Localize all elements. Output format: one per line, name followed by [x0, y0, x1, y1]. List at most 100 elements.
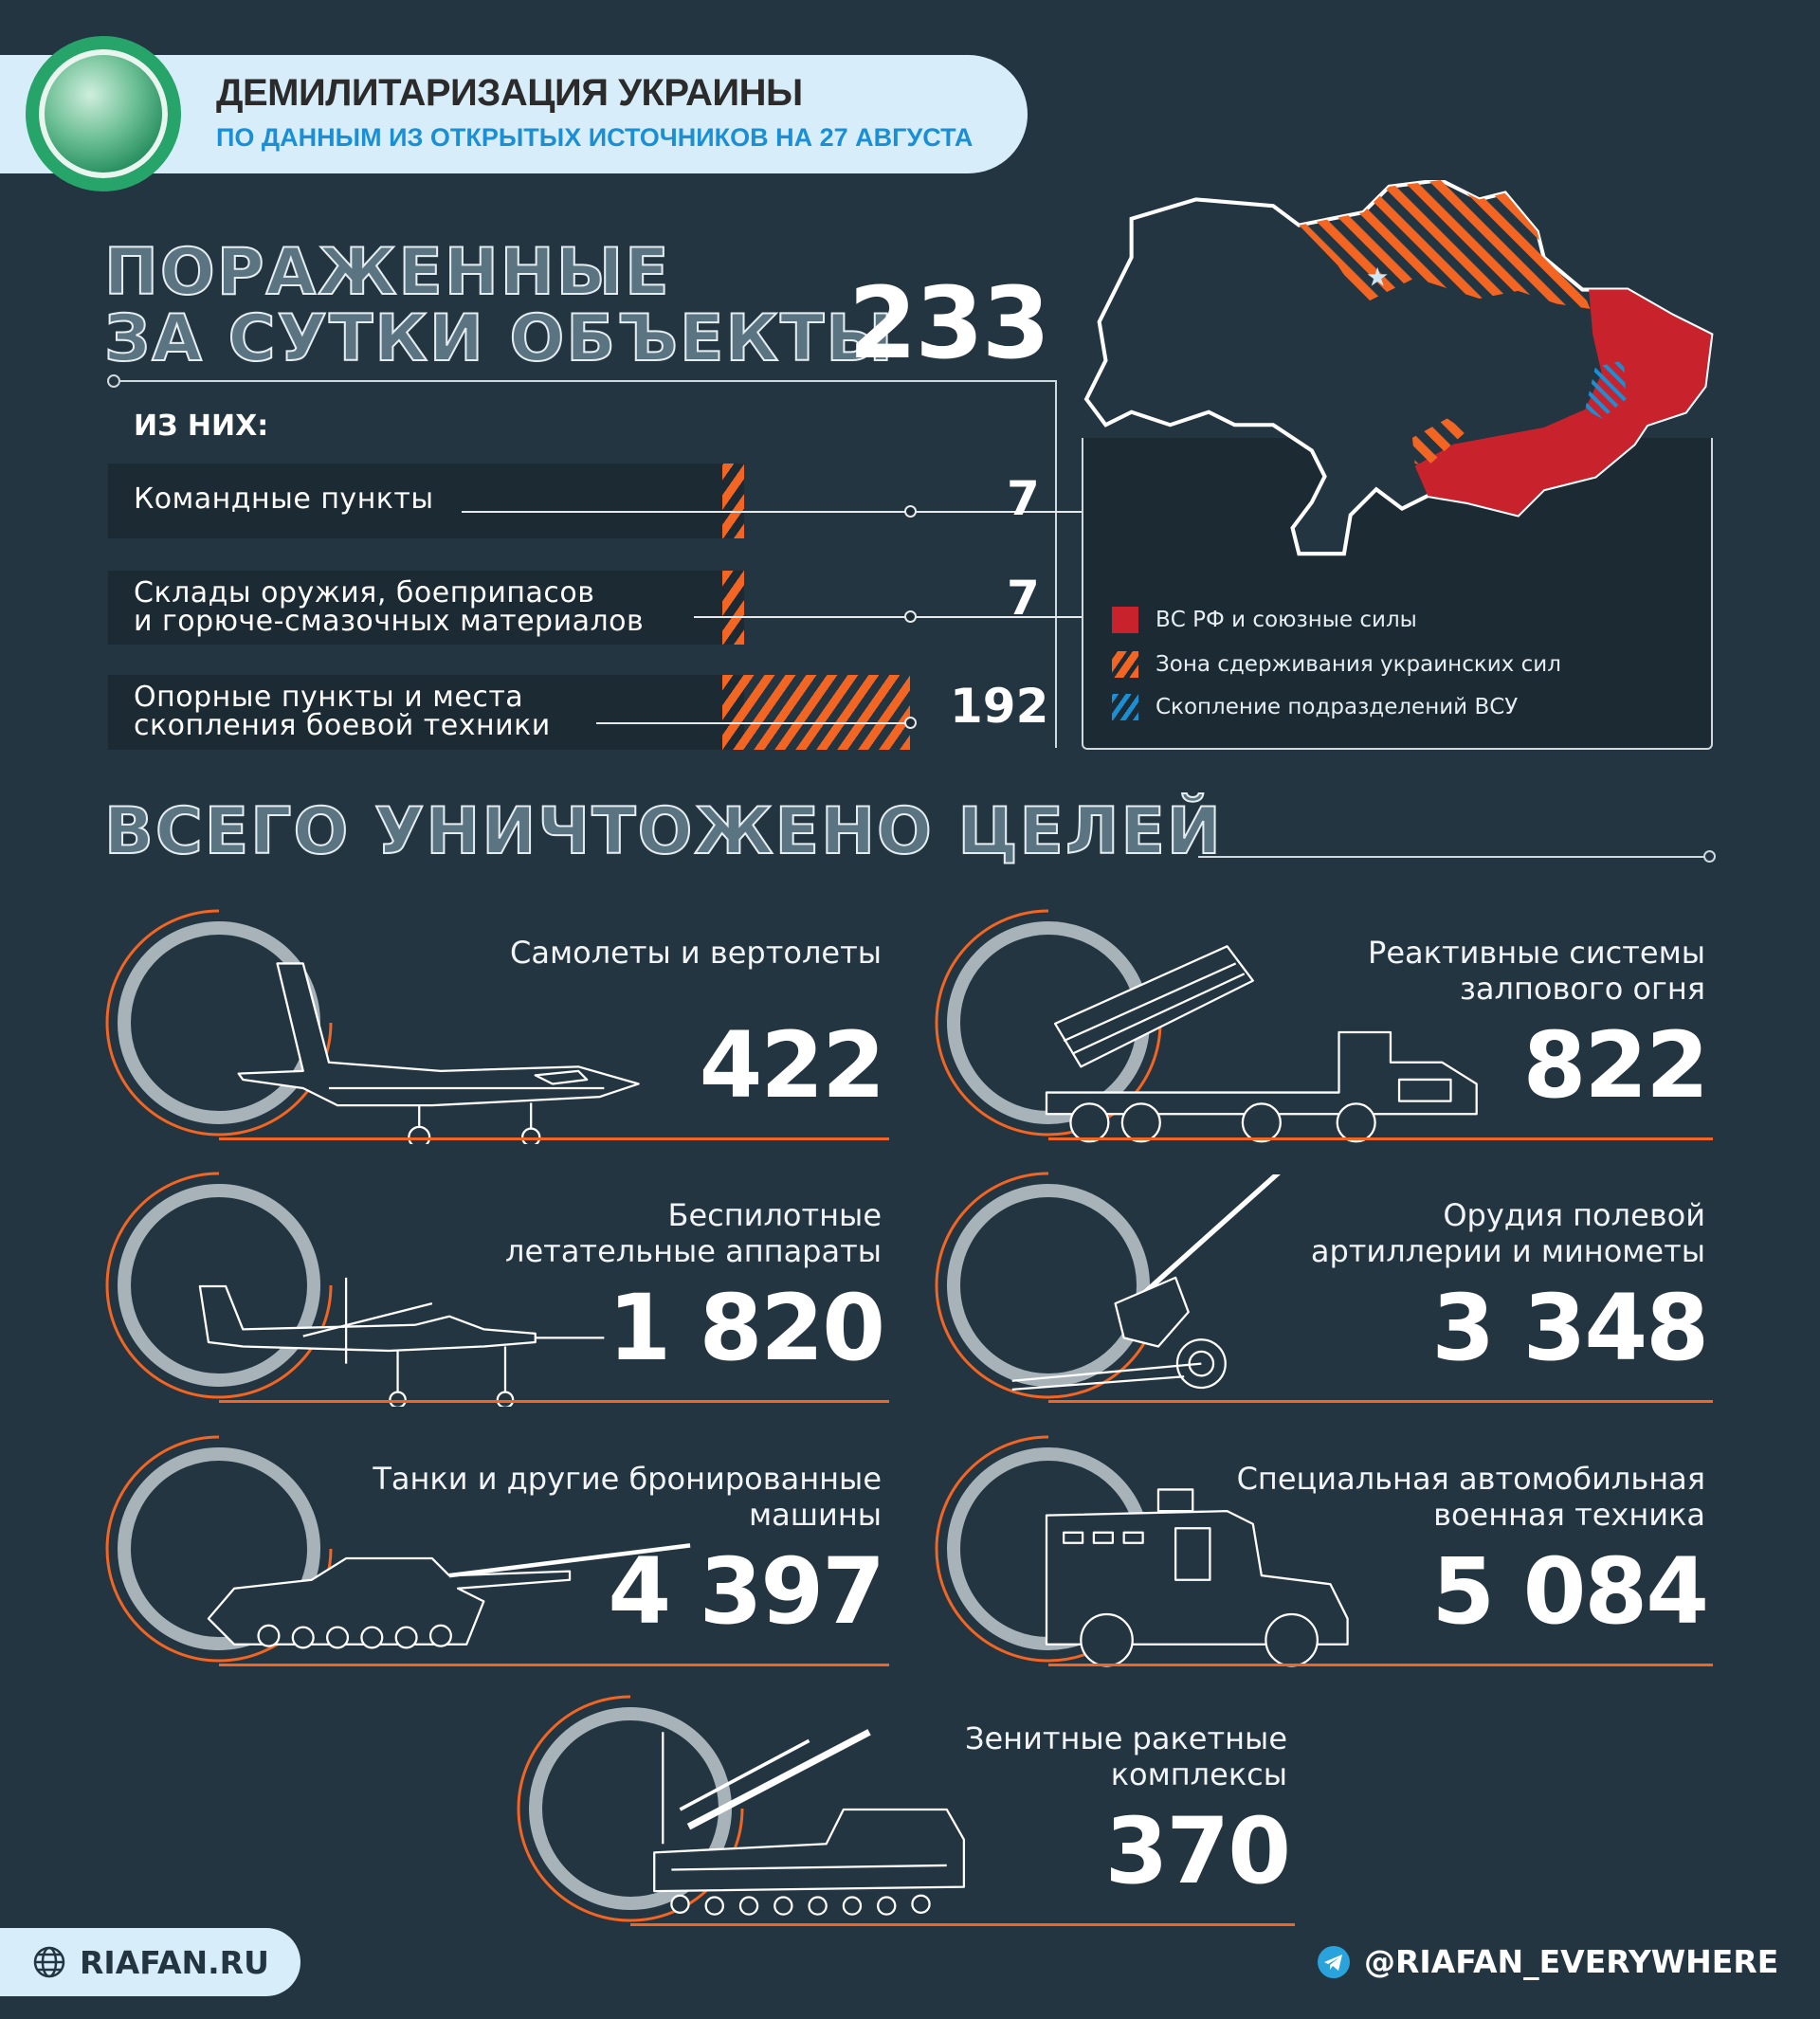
row-label: и горюче-смазочных материалов — [134, 605, 645, 638]
blue-hatch-icon — [1112, 694, 1138, 720]
globe-logo-icon — [26, 36, 181, 191]
category-value: 3 348 — [1431, 1275, 1709, 1381]
page-title: ДЕМИЛИТАРИЗАЦИЯ УКРАИНЫ — [216, 72, 803, 114]
destroyed-category-card: Беспилотные летательные аппараты 1 820 — [105, 1172, 889, 1407]
total-title: ВСЕГО УНИЧТОЖЕНО ЦЕЛЕЙ — [103, 793, 1223, 870]
divider — [1198, 856, 1706, 858]
category-label-line: летательные аппараты — [505, 1233, 882, 1269]
category-label: Реактивные системы залпового огня — [1368, 935, 1705, 1007]
leader-line — [694, 616, 1100, 618]
underline — [1048, 1137, 1713, 1140]
category-label-line: артиллерии и минометы — [1310, 1233, 1705, 1269]
row-bar — [722, 464, 744, 538]
category-label: Самолеты и вертолеты — [510, 935, 882, 971]
leader-line — [462, 511, 1100, 513]
underline — [219, 1664, 889, 1666]
daily-row: Опорные пункты и места скопления боевой … — [108, 675, 1048, 750]
legend-label: Скопление подразделений ВСУ — [1156, 695, 1519, 719]
sam-launcher-icon — [653, 1729, 966, 1916]
telegram-icon — [1318, 1945, 1350, 1978]
daily-row: Склады оружия, боеприпасов и горюче-смаз… — [108, 571, 1100, 645]
row-bar — [722, 675, 910, 750]
divider — [114, 380, 1056, 382]
category-label-line: Танки и другие бронированные — [373, 1461, 882, 1497]
category-label-line: Специальная автомобильная — [1236, 1461, 1705, 1497]
category-value: 4 397 — [608, 1538, 885, 1645]
category-label: Зенитные ракетные комплексы — [965, 1720, 1287, 1792]
row-label: Командные пункты — [134, 482, 434, 516]
red-swatch-icon — [1112, 607, 1138, 633]
row-value: 192 — [950, 679, 1049, 734]
leader-dot — [904, 717, 917, 729]
row-value: 7 — [1007, 571, 1040, 626]
telegram-link[interactable]: @RIAFAN_EVERYWHERE — [1317, 1943, 1778, 1980]
category-label: Орудия полевой артиллерии и минометы — [1311, 1197, 1705, 1269]
map-legend-panel: ВС РФ и союзные силы Зона сдерживания ук… — [1082, 438, 1713, 750]
kyiv-star-icon: ★ — [1366, 263, 1389, 292]
category-value: 422 — [699, 1012, 885, 1119]
category-label-line: Орудия полевой — [1443, 1197, 1705, 1233]
underline — [1048, 1400, 1713, 1403]
ukraine-map: ★ — [1083, 180, 1714, 556]
drone-icon — [198, 1277, 605, 1407]
category-value: 370 — [1104, 1798, 1291, 1904]
category-value: 1 820 — [608, 1275, 885, 1381]
category-label-line: комплексы — [1110, 1756, 1287, 1792]
tank-icon — [207, 1543, 691, 1649]
daily-row: Командные пункты 7 — [108, 464, 1100, 538]
legend-item: Скопление подразделений ВСУ — [1112, 694, 1518, 720]
destroyed-category-card: Реактивные системы залпового огня 822 — [935, 909, 1713, 1144]
leader-dot — [904, 610, 917, 623]
site-link[interactable]: RIAFAN.RU — [0, 1928, 300, 1996]
globe-icon — [33, 1946, 65, 1978]
site-label: RIAFAN.RU — [80, 1943, 269, 1981]
category-label-line: залпового огня — [1459, 971, 1705, 1007]
daily-total: 233 — [848, 265, 1050, 381]
row-value: 7 — [1007, 471, 1040, 526]
category-label-line: Самолеты и вертолеты — [510, 935, 882, 971]
category-label: Специальная автомобильная военная техника — [1237, 1461, 1705, 1533]
category-label: Танки и другие бронированные машины — [373, 1461, 882, 1533]
divider-dot — [1703, 850, 1716, 863]
category-label-line: военная техника — [1433, 1497, 1705, 1533]
underline — [219, 1400, 889, 1403]
telegram-label: @RIAFAN_EVERYWHERE — [1364, 1943, 1779, 1980]
destroyed-category-card: Танки и другие бронированные машины 4 397 — [105, 1435, 889, 1670]
leader-line — [596, 722, 909, 724]
category-label: Беспилотные летательные аппараты — [505, 1197, 882, 1269]
daily-title-line1: ПОРАЖЕННЫЕ — [103, 234, 671, 311]
howitzer-icon — [1011, 1174, 1281, 1391]
legend-item: ВС РФ и союзные силы — [1112, 607, 1417, 633]
destroyed-category-card: Специальная автомобильная военная техника… — [935, 1435, 1713, 1670]
category-label-line: Зенитные ракетные — [964, 1720, 1287, 1756]
zone-russian-forces — [1414, 289, 1712, 516]
leader-dot — [904, 505, 917, 518]
mlrs-icon — [1045, 945, 1478, 1143]
underline — [630, 1923, 1295, 1926]
daily-title-line2: ЗА СУТКИ ОБЪЕКТЫ — [103, 300, 895, 377]
page-subtitle: ПО ДАННЫМ ИЗ ОТКРЫТЫХ ИСТОЧНИКОВ НА 27 А… — [216, 123, 974, 152]
destroyed-category-card: Зенитные ракетные комплексы 370 — [517, 1695, 1295, 1930]
category-value: 822 — [1522, 1012, 1709, 1119]
underline — [219, 1137, 889, 1140]
category-value: 5 084 — [1431, 1538, 1709, 1645]
row-label: Опорные пункты и места — [134, 681, 524, 714]
destroyed-category-card: Орудия полевой артиллерии и минометы 3 34… — [935, 1172, 1713, 1407]
row-bar — [722, 571, 744, 645]
divider — [1055, 380, 1057, 748]
legend-label: ВС РФ и союзные силы — [1156, 608, 1417, 632]
underline — [1048, 1664, 1713, 1666]
row-label: Склады оружия, боеприпасов — [134, 576, 595, 609]
row-label: скопления боевой техники — [134, 709, 551, 742]
of-them-label: ИЗ НИХ: — [134, 409, 269, 443]
orange-hatch-icon — [1112, 651, 1138, 678]
category-label-line: Реактивные системы — [1368, 935, 1705, 971]
zone-containment — [1299, 180, 1591, 309]
ring-icon — [935, 1172, 1162, 1399]
category-label-line: машины — [748, 1497, 882, 1533]
divider-dot — [107, 374, 120, 388]
legend-item: Зона сдерживания украинских сил — [1112, 651, 1561, 678]
destroyed-category-card: Самолеты и вертолеты 422 — [105, 909, 889, 1144]
category-label-line: Беспилотные — [667, 1197, 883, 1233]
ring-icon — [105, 1172, 333, 1399]
